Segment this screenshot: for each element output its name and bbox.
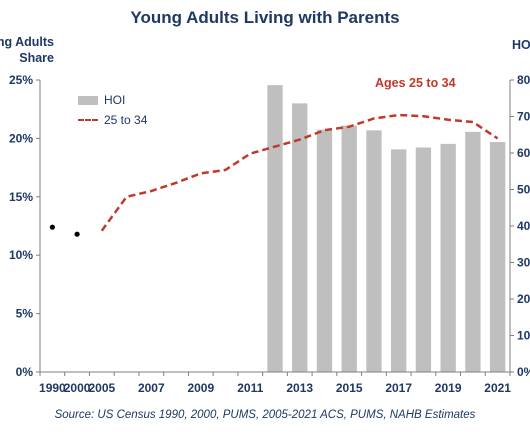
legend-swatch-25-to-34 [78,119,98,121]
x-axis-tick-label: 2007 [138,381,165,395]
left-axis-tick-label: 0% [16,365,34,379]
right-axis-tick-label: 50 [517,183,530,197]
legend-item-25-to-34: 25 to 34 [78,110,147,130]
bar-hoi [267,85,283,373]
left-axis-tick-label: 5% [16,307,34,321]
point-25-to-34 [49,224,55,230]
right-axis-tick-label: 20 [517,292,530,306]
point-25-to-34 [74,231,80,237]
x-axis-tick-label: 1990 [39,381,66,395]
left-axis-tick-label: 15% [9,190,33,204]
left-axis-label-line1: ng Adults [0,35,54,49]
bar-hoi [440,143,456,372]
right-axis-tick-label: 30 [517,256,530,270]
bar-hoi [292,103,308,373]
right-axis-tick-label: 80 [517,73,530,87]
left-axis-label: ng Adults Share [0,34,54,66]
bar-hoi [366,130,382,372]
chart-title: Young Adults Living with Parents [130,8,400,27]
annotation-ages-25-to-34: Ages 25 to 34 [375,76,456,90]
source-note: Source: US Census 1990, 2000, PUMS, 2005… [54,409,476,421]
x-axis-tick-label: 2000 [64,381,91,395]
legend-label-25-to-34: 25 to 34 [104,113,148,127]
bar-hoi [415,147,432,372]
right-axis-tick-label: 10 [517,329,530,343]
left-axis-tick-label: 10% [9,248,33,262]
x-axis-tick-label: 2021 [484,381,511,395]
legend-label-hoi: HOI [104,93,126,107]
bar-hoi [391,149,407,372]
left-axis-label-line2: Share [19,51,54,65]
legend-item-hoi: HOI [78,90,147,110]
legend: HOI 25 to 34 [78,90,147,130]
bar-hoi [316,129,333,372]
x-axis-tick-label: 2009 [187,381,214,395]
line-25-to-34 [100,113,499,232]
x-axis-tick-label: 2013 [286,381,313,395]
legend-swatch-hoi [78,95,98,105]
right-axis-tick-label: 40 [517,219,530,233]
x-axis-tick-label: 2005 [88,381,115,395]
right-axis-tick-label: 0% [517,365,530,379]
x-axis-tick-label: 2015 [336,381,363,395]
bar-hoi [489,142,506,372]
right-axis-tick-label: 70 [517,110,530,124]
bar-hoi [465,131,481,372]
bar-hoi [341,125,357,372]
x-axis-tick-label: 2011 [237,381,263,395]
right-axis-tick-label: 60 [517,146,530,160]
left-axis-tick-label: 25% [9,73,33,87]
left-axis-tick-label: 20% [9,131,33,145]
right-axis-label: HO [512,38,530,52]
x-axis-tick-label: 2017 [385,381,412,395]
x-axis-tick-label: 2019 [435,381,462,395]
